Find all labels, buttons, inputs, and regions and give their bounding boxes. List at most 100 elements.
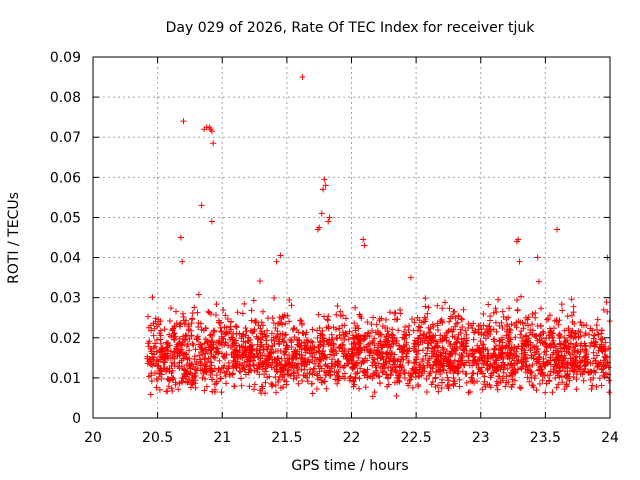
data-point <box>485 355 492 362</box>
data-point <box>208 362 215 369</box>
data-point <box>215 339 222 346</box>
data-point <box>499 349 506 356</box>
data-point <box>441 333 448 340</box>
data-point <box>269 381 276 388</box>
data-point <box>469 362 476 369</box>
data-point <box>295 341 302 348</box>
data-point <box>322 372 329 379</box>
data-point <box>529 327 536 334</box>
data-point <box>564 337 571 344</box>
data-point <box>456 383 463 390</box>
data-point <box>180 355 187 362</box>
data-point <box>311 360 318 367</box>
data-point <box>543 359 550 366</box>
data-point <box>279 372 286 379</box>
data-point <box>547 327 554 334</box>
data-point <box>187 365 194 372</box>
data-point <box>337 312 344 319</box>
data-point <box>476 346 483 353</box>
data-point <box>532 333 539 340</box>
data-point <box>459 368 466 375</box>
data-point <box>155 321 162 328</box>
data-point <box>405 382 412 389</box>
data-point <box>494 364 501 371</box>
data-point <box>309 339 316 346</box>
data-point <box>263 363 270 370</box>
data-point <box>283 381 290 388</box>
data-point <box>465 352 472 359</box>
data-point <box>241 300 248 307</box>
data-point <box>555 353 562 360</box>
data-point <box>556 374 563 381</box>
data-point <box>433 362 440 369</box>
data-point <box>546 342 553 349</box>
data-point <box>453 320 460 327</box>
data-point <box>361 335 368 342</box>
data-point <box>267 361 274 368</box>
data-point <box>232 348 239 355</box>
data-point <box>539 340 546 347</box>
data-point <box>166 377 173 384</box>
data-point <box>415 323 422 330</box>
data-point <box>369 327 376 334</box>
data-point <box>298 346 305 353</box>
data-point <box>188 361 195 368</box>
data-point <box>151 369 158 376</box>
data-point <box>348 341 355 348</box>
data-point <box>518 365 525 372</box>
data-point <box>308 338 315 345</box>
data-point <box>472 328 479 335</box>
data-point <box>581 346 588 353</box>
data-point <box>205 355 212 362</box>
data-point <box>565 349 572 356</box>
data-point <box>532 310 539 317</box>
data-point <box>254 350 261 357</box>
data-point <box>524 374 531 381</box>
data-point <box>282 348 289 355</box>
data-point <box>443 337 450 344</box>
data-point <box>357 313 364 320</box>
data-point <box>331 351 338 358</box>
data-point <box>435 388 442 395</box>
data-point <box>393 392 400 399</box>
data-point <box>434 302 441 309</box>
data-point <box>445 327 452 334</box>
data-point <box>566 368 573 375</box>
data-point <box>506 305 513 312</box>
data-point <box>417 362 424 369</box>
data-point <box>504 328 511 335</box>
data-point <box>375 360 382 367</box>
data-point <box>452 315 459 322</box>
data-point <box>513 345 520 352</box>
data-point <box>439 319 446 326</box>
data-point <box>565 325 572 332</box>
data-point <box>284 367 291 374</box>
data-point <box>281 351 288 358</box>
data-point <box>547 341 554 348</box>
data-point <box>535 367 542 374</box>
data-point <box>180 317 187 324</box>
data-point <box>291 362 298 369</box>
data-point <box>224 315 231 322</box>
data-point <box>462 327 469 334</box>
data-point <box>550 349 557 356</box>
data-point <box>478 368 485 375</box>
data-point <box>511 366 518 373</box>
data-point <box>357 365 364 372</box>
data-point <box>277 361 284 368</box>
data-point <box>583 322 590 329</box>
data-point <box>553 356 560 363</box>
data-point <box>441 355 448 362</box>
y-tick-label: 0.08 <box>50 90 81 106</box>
data-point <box>151 340 158 347</box>
data-point <box>274 369 281 376</box>
data-point <box>499 308 506 315</box>
data-point <box>421 368 428 375</box>
data-point <box>276 336 283 343</box>
data-point <box>379 323 386 330</box>
data-point <box>321 176 328 183</box>
data-point <box>587 369 594 376</box>
data-point <box>409 384 416 391</box>
data-point <box>341 362 348 369</box>
data-point <box>378 315 385 322</box>
